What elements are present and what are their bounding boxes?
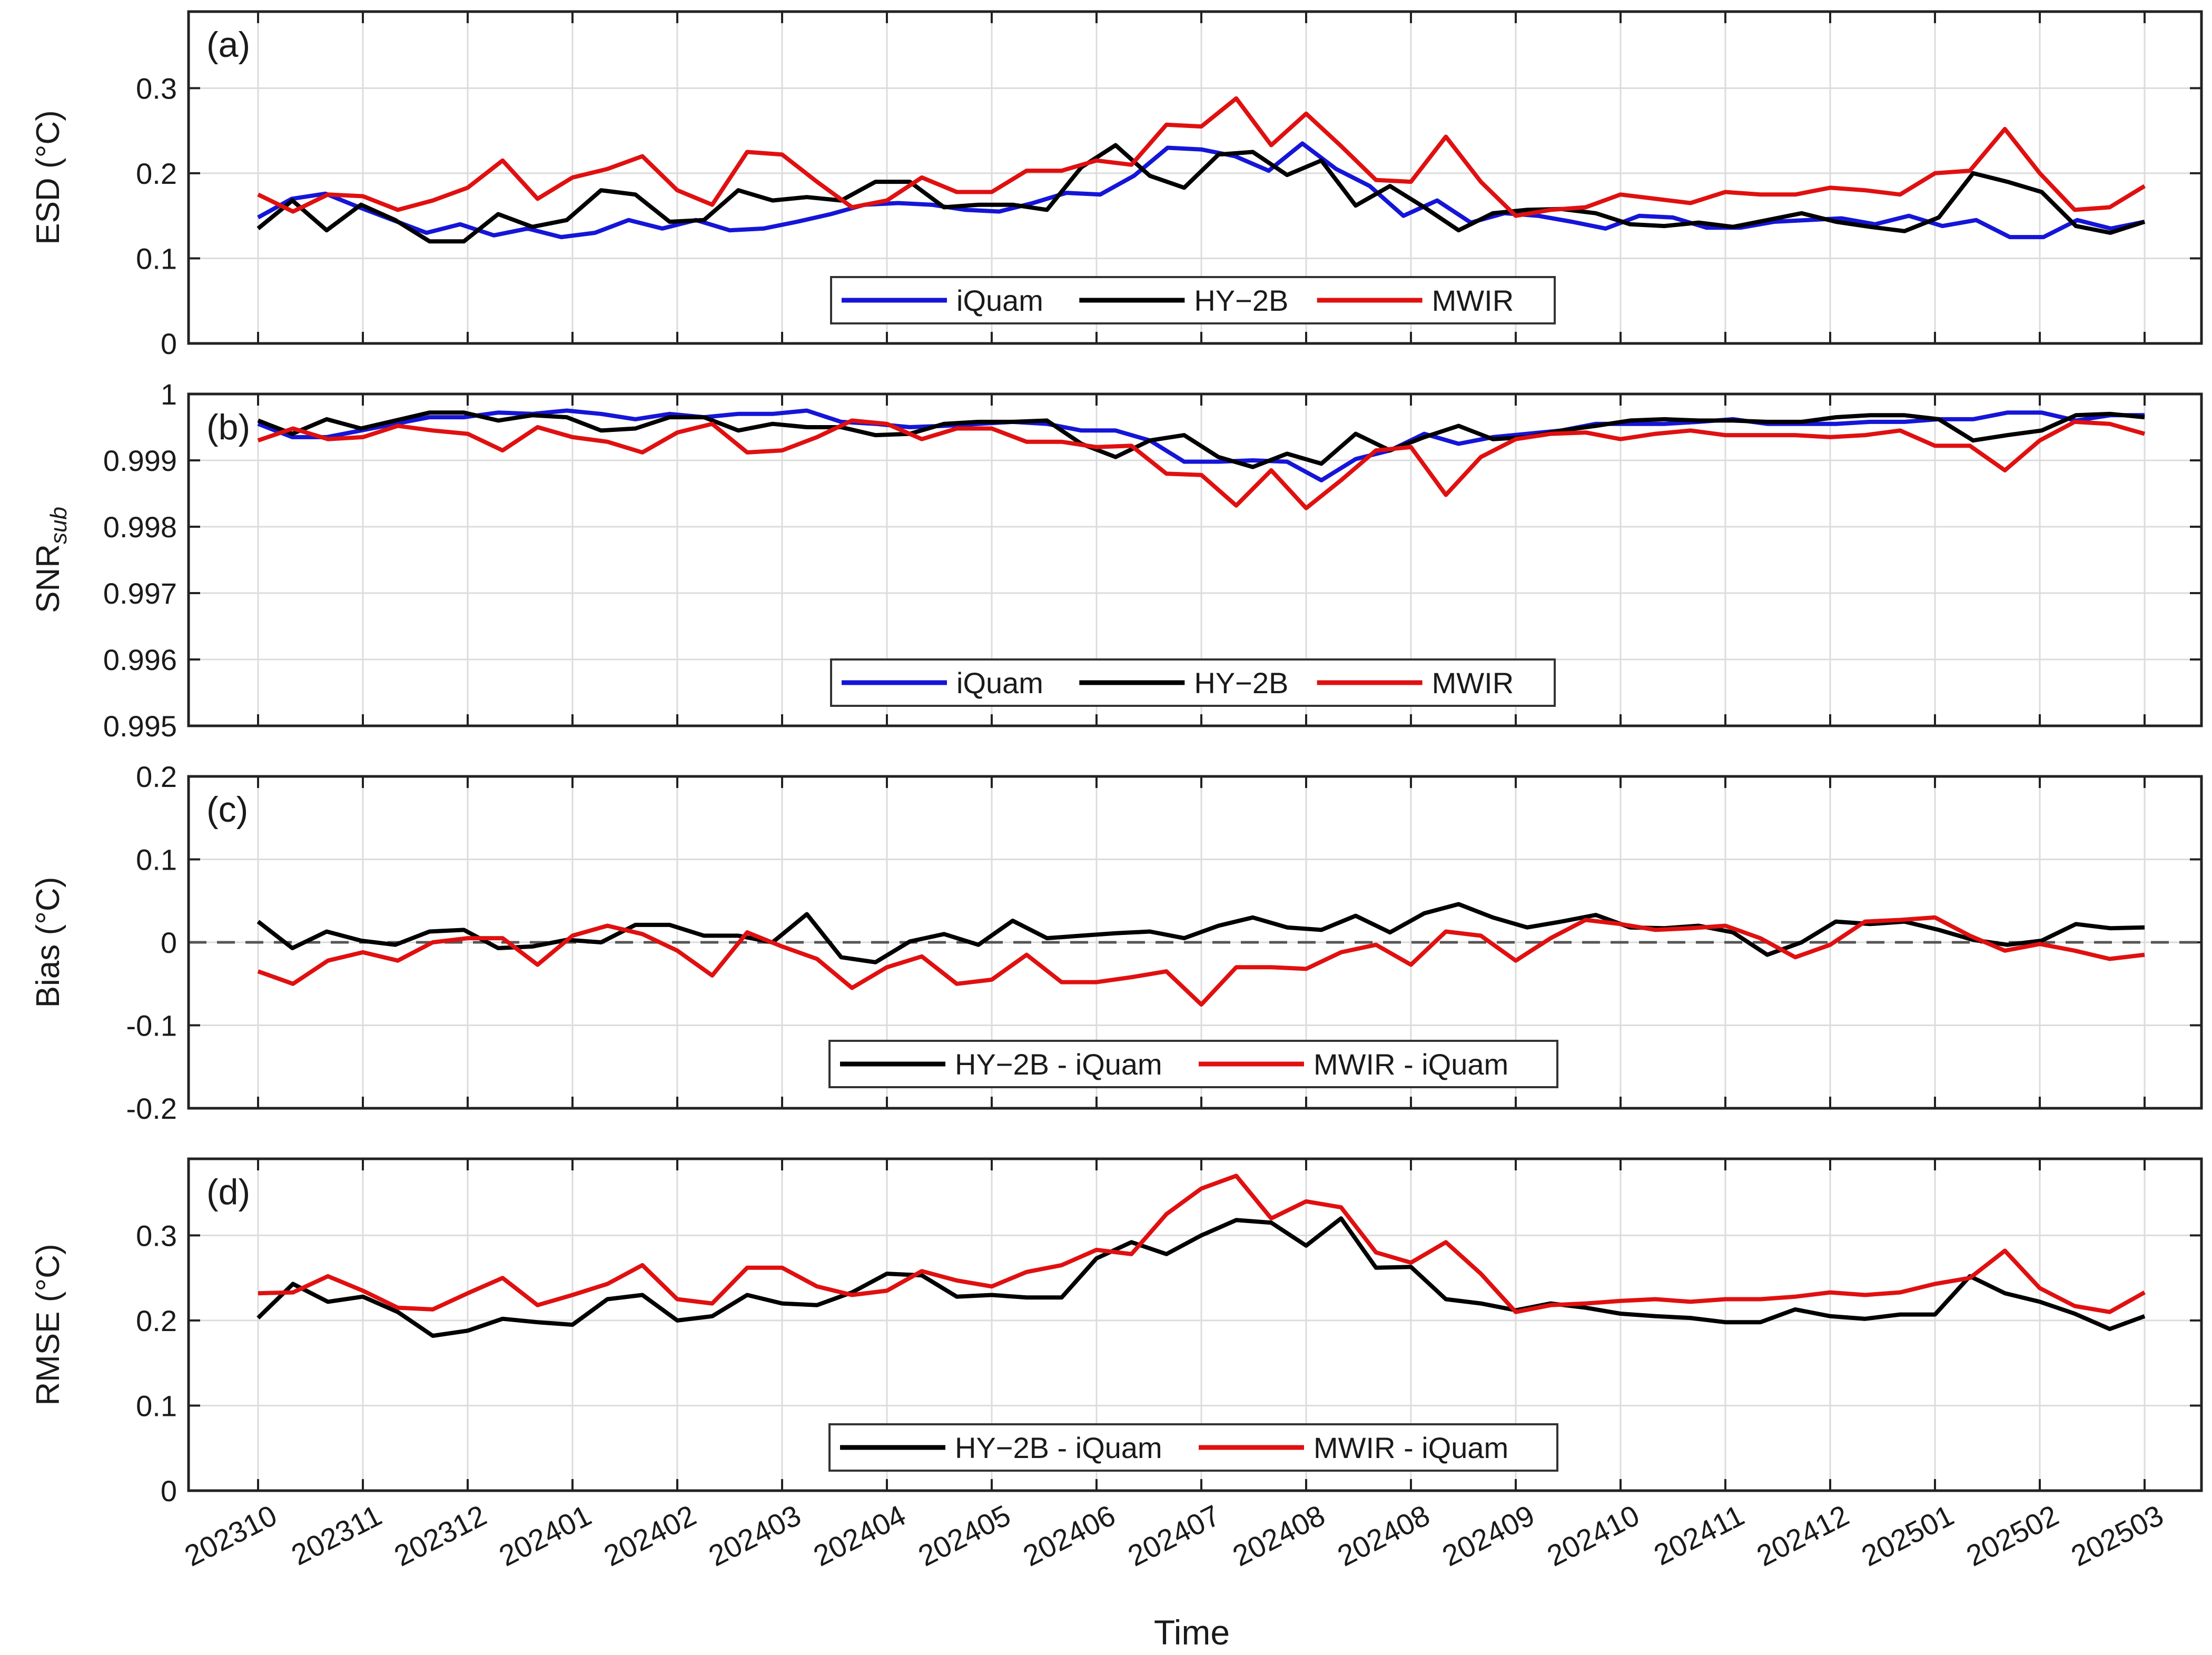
panels-layer: 0 0.1 0.2 0.3 (a) ESD (°C) iQuam HY−2B MWIR 0.995… bbox=[30, 10, 2203, 1508]
legend-label: MWIR - iQuam bbox=[1314, 1431, 1508, 1464]
series-line-hy-2b bbox=[256, 143, 2146, 244]
series-line-mwir-iquam bbox=[257, 915, 2145, 1007]
y-tick-label: 0.999 bbox=[103, 444, 177, 477]
legend-label: HY−2B bbox=[1194, 284, 1288, 317]
legend-label: MWIR bbox=[1432, 666, 1514, 700]
y-tick-label: 1 bbox=[161, 378, 177, 411]
legend-box bbox=[830, 658, 1556, 707]
y-tick-label: 0 bbox=[161, 1474, 177, 1508]
axes-frame bbox=[187, 1157, 2203, 1492]
legend-box bbox=[828, 1040, 1558, 1088]
series-line-mwir bbox=[257, 96, 2146, 218]
series-line-mwir-iquam bbox=[258, 1174, 2146, 1314]
legend: HY−2B - iQuam MWIR - iQuam bbox=[828, 1423, 1558, 1472]
y-tick-label: -0.1 bbox=[126, 1009, 177, 1042]
y-tick-label: 0.3 bbox=[136, 72, 177, 105]
y-tick-label: 0.995 bbox=[103, 710, 177, 743]
legend-label: HY−2B - iQuam bbox=[955, 1431, 1162, 1464]
legend: iQuam HY−2B MWIR bbox=[830, 658, 1556, 707]
y-tick-label: 0.1 bbox=[136, 843, 177, 876]
legend-label: HY−2B - iQuam bbox=[955, 1048, 1162, 1081]
legend: HY−2B - iQuam MWIR - iQuam bbox=[828, 1040, 1558, 1088]
panel-3: 0 0.1 0.2 0.3 (d) RMSE (°C) HY−2B - iQuam MWIR … bbox=[30, 1157, 2203, 1508]
y-tick-label: 0.998 bbox=[103, 510, 177, 544]
y-axis-label: Bias (°C) bbox=[30, 877, 66, 1008]
y-axis-label-subscript: sub bbox=[46, 507, 72, 544]
y-tick-label: 0.2 bbox=[136, 157, 177, 190]
legend: iQuam HY−2B MWIR bbox=[830, 276, 1556, 324]
y-axis-label: RMSE (°C) bbox=[30, 1244, 66, 1405]
legend-label: iQuam bbox=[956, 284, 1043, 317]
legend-box bbox=[830, 276, 1556, 324]
series-line-iquam bbox=[257, 408, 2145, 482]
legend-label: MWIR - iQuam bbox=[1314, 1048, 1508, 1081]
y-tick-label: 0.996 bbox=[103, 643, 177, 676]
axes-frame bbox=[187, 392, 2203, 727]
series-line-hy-2b-iquam bbox=[256, 902, 2145, 964]
series-line-hy-2b-iquam bbox=[256, 1216, 2146, 1338]
y-tick-label: 0 bbox=[161, 327, 177, 360]
y-tick-label: 0.2 bbox=[136, 760, 177, 793]
panel-2: -0.2 -0.1 0 0.1 0.2 (c) Bias (°C) HY−2B - iQuam… bbox=[30, 760, 2203, 1125]
y-tick-label: 0 bbox=[161, 926, 177, 959]
legend-label: MWIR bbox=[1432, 284, 1514, 317]
series-line-hy-2b bbox=[257, 410, 2145, 469]
y-tick-label: -0.2 bbox=[126, 1092, 177, 1125]
panel-label: (a) bbox=[206, 25, 250, 65]
y-tick-label: 0.1 bbox=[136, 1389, 177, 1422]
y-tick-label: 0.1 bbox=[136, 242, 177, 275]
axes-frame bbox=[187, 10, 2203, 345]
panel-label: (c) bbox=[206, 790, 248, 830]
legend-label: HY−2B bbox=[1194, 666, 1288, 700]
panel-label: (d) bbox=[206, 1172, 250, 1212]
y-tick-label: 0.3 bbox=[136, 1219, 177, 1252]
legend-label: iQuam bbox=[956, 666, 1043, 700]
panel-0: 0 0.1 0.2 0.3 (a) ESD (°C) iQuam HY−2B MWIR bbox=[30, 10, 2203, 360]
legend-box bbox=[828, 1423, 1558, 1472]
y-tick-label: 0.2 bbox=[136, 1304, 177, 1337]
series-line-mwir bbox=[257, 418, 2146, 510]
panel-1: 0.9950.9960.9970.9980.9991(b)SNRsubiQuam… bbox=[30, 378, 2203, 743]
x-axis-label: Time bbox=[1154, 1613, 1230, 1652]
panel-label: (b) bbox=[206, 407, 250, 447]
y-tick-label: 0.997 bbox=[103, 577, 177, 610]
axes-frame bbox=[187, 775, 2203, 1110]
y-axis-label: ESD (°C) bbox=[30, 110, 66, 245]
